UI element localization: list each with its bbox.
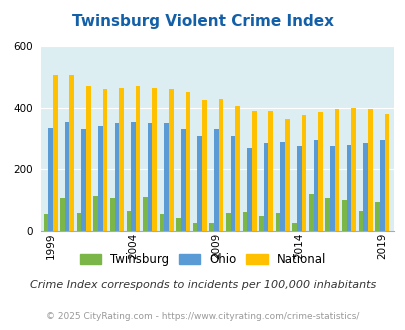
Bar bbox=[164, 123, 168, 231]
Bar bbox=[77, 213, 81, 231]
Bar bbox=[329, 146, 334, 231]
Text: © 2025 CityRating.com - https://www.cityrating.com/crime-statistics/: © 2025 CityRating.com - https://www.city… bbox=[46, 312, 359, 321]
Bar bbox=[102, 89, 107, 231]
Bar bbox=[242, 212, 247, 231]
Bar bbox=[346, 145, 350, 231]
Bar bbox=[86, 86, 90, 231]
Bar bbox=[374, 202, 379, 231]
Bar bbox=[218, 99, 223, 231]
Bar bbox=[362, 143, 367, 231]
Bar bbox=[367, 109, 372, 231]
Bar bbox=[131, 122, 135, 231]
Bar bbox=[296, 146, 301, 231]
Bar bbox=[48, 128, 53, 231]
Bar bbox=[263, 143, 268, 231]
Bar bbox=[65, 122, 69, 231]
Bar bbox=[251, 111, 256, 231]
Bar bbox=[379, 140, 384, 231]
Bar bbox=[247, 148, 251, 231]
Bar bbox=[152, 88, 157, 231]
Bar bbox=[292, 223, 296, 231]
Bar bbox=[53, 76, 58, 231]
Bar bbox=[384, 114, 388, 231]
Bar bbox=[350, 108, 355, 231]
Bar bbox=[268, 111, 273, 231]
Bar bbox=[135, 86, 140, 231]
Bar bbox=[119, 88, 124, 231]
Bar bbox=[284, 118, 289, 231]
Bar bbox=[197, 136, 202, 231]
Bar bbox=[98, 126, 102, 231]
Bar bbox=[110, 198, 114, 231]
Bar bbox=[168, 89, 173, 231]
Bar bbox=[147, 123, 152, 231]
Bar bbox=[209, 223, 213, 231]
Bar bbox=[230, 136, 235, 231]
Text: Crime Index corresponds to incidents per 100,000 inhabitants: Crime Index corresponds to incidents per… bbox=[30, 280, 375, 290]
Text: Twinsburg Violent Crime Index: Twinsburg Violent Crime Index bbox=[72, 14, 333, 29]
Bar bbox=[308, 194, 313, 231]
Bar bbox=[325, 198, 329, 231]
Bar bbox=[202, 100, 206, 231]
Bar bbox=[185, 92, 190, 231]
Bar bbox=[313, 140, 318, 231]
Bar bbox=[258, 215, 263, 231]
Bar bbox=[60, 198, 65, 231]
Bar bbox=[275, 213, 280, 231]
Bar bbox=[159, 214, 164, 231]
Bar bbox=[341, 200, 346, 231]
Bar bbox=[192, 223, 197, 231]
Bar bbox=[358, 211, 362, 231]
Bar bbox=[226, 214, 230, 231]
Bar bbox=[81, 129, 86, 231]
Bar bbox=[69, 76, 74, 231]
Bar bbox=[318, 113, 322, 231]
Bar bbox=[114, 123, 119, 231]
Bar bbox=[213, 129, 218, 231]
Bar bbox=[181, 129, 185, 231]
Bar bbox=[280, 142, 284, 231]
Bar bbox=[126, 211, 131, 231]
Bar bbox=[143, 197, 147, 231]
Legend: Twinsburg, Ohio, National: Twinsburg, Ohio, National bbox=[75, 248, 330, 271]
Bar bbox=[93, 196, 98, 231]
Bar bbox=[176, 218, 181, 231]
Bar bbox=[43, 214, 48, 231]
Bar bbox=[334, 109, 339, 231]
Bar bbox=[235, 106, 239, 231]
Bar bbox=[301, 115, 305, 231]
